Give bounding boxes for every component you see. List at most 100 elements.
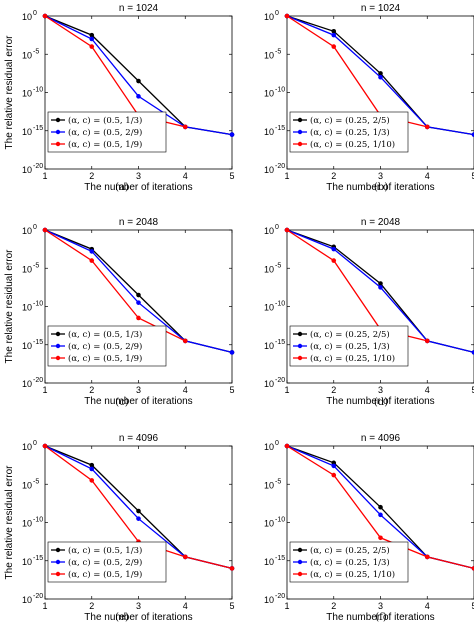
y-tick-label: 10 0 <box>22 440 37 452</box>
legend-entry: (α, c) = (0.5, 1/9) <box>51 569 142 580</box>
x-tick-label: 3 <box>378 385 383 395</box>
legend-entry: (α, c) = (0.25, 1/3) <box>293 341 390 352</box>
x-tick-label: 5 <box>229 385 234 395</box>
x-tick-label: 3 <box>378 171 383 181</box>
data-point <box>378 281 383 286</box>
legend-box <box>289 325 409 367</box>
y-tick-base: 10 <box>264 89 274 99</box>
x-tick-label: 4 <box>425 601 430 611</box>
y-tick-base: 10 <box>264 595 274 605</box>
data-point <box>229 350 235 355</box>
legend-label: (α, c) = (0.25, 2/5) <box>310 329 390 340</box>
y-tick-label: 10 -20 <box>22 163 43 175</box>
chart-title: n = 4096 <box>119 433 159 444</box>
x-tick-label: 2 <box>89 601 94 611</box>
y-tick-label: 10 -20 <box>22 593 43 605</box>
y-tick-base: 10 <box>22 165 32 175</box>
legend-marker <box>297 331 303 337</box>
x-tick-label: 4 <box>425 171 430 181</box>
legend: (α, c) = (0.5, 1/3)(α, c) = (0.5, 2/9)(α… <box>47 325 167 367</box>
panel-caption: (b) <box>374 182 388 193</box>
panel-caption: (e) <box>115 612 129 623</box>
data-point <box>331 44 337 49</box>
data-point <box>136 78 141 84</box>
y-tick-label: 10 -10 <box>22 301 43 313</box>
data-point <box>182 124 188 130</box>
y-tick-label: 10 0 <box>264 224 279 236</box>
legend-entry: (α, c) = (0.5, 1/9) <box>51 353 142 364</box>
y-tick-exponent: -15 <box>275 339 285 346</box>
y-tick-label: 10 -20 <box>264 377 285 389</box>
y-tick-label: 10 -15 <box>22 339 43 351</box>
y-axis-label: The relative residual error <box>4 249 15 364</box>
data-point <box>424 554 430 560</box>
y-tick-base: 10 <box>22 127 32 137</box>
y-tick-exponent: -15 <box>275 555 285 562</box>
legend-label: (α, c) = (0.5, 1/9) <box>68 353 142 364</box>
y-tick-label: 10 0 <box>264 440 279 452</box>
data-point <box>89 36 95 42</box>
data-point <box>229 566 235 571</box>
data-point <box>89 258 95 263</box>
data-point <box>89 466 95 472</box>
legend-marker <box>297 547 303 553</box>
legend-label: (α, c) = (0.5, 1/3) <box>68 115 142 126</box>
y-tick-exponent: -20 <box>275 377 285 384</box>
y-tick-base: 10 <box>22 519 32 529</box>
y-tick-base: 10 <box>22 50 32 60</box>
x-tick-label: 1 <box>42 385 47 395</box>
legend-entry: (α, c) = (0.5, 2/9) <box>51 127 142 138</box>
x-tick-label: 3 <box>136 385 141 395</box>
y-tick-base: 10 <box>264 442 274 452</box>
data-point <box>378 71 383 76</box>
x-tick-label: 1 <box>42 171 47 181</box>
y-tick-exponent: -5 <box>275 48 281 55</box>
y-tick-base: 10 <box>22 264 32 274</box>
y-tick-base: 10 <box>22 557 32 567</box>
legend-label: (α, c) = (0.5, 2/9) <box>68 341 142 352</box>
data-point <box>136 516 141 521</box>
data-point <box>378 285 383 290</box>
legend-label: (α, c) = (0.25, 2/5) <box>310 545 390 556</box>
x-axis-label: The number of iterations <box>326 182 434 193</box>
panel-caption: (f) <box>375 612 387 623</box>
x-axis-label: The number of iterations <box>84 396 192 407</box>
legend-marker <box>297 355 303 361</box>
y-tick-label: 10 -10 <box>22 87 43 99</box>
legend-marker <box>55 355 61 361</box>
y-tick-base: 10 <box>264 303 274 313</box>
legend-label: (α, c) = (0.5, 1/3) <box>68 329 142 340</box>
y-tick-exponent: -10 <box>275 517 285 524</box>
data-point <box>471 132 474 137</box>
y-tick-label: 10 -20 <box>264 593 285 605</box>
legend-marker <box>55 141 61 147</box>
x-tick-label: 3 <box>136 601 141 611</box>
data-point <box>42 443 48 449</box>
data-point <box>331 472 337 478</box>
y-tick-exponent: -20 <box>275 163 285 170</box>
y-axis-label: The relative residual error <box>4 465 15 580</box>
y-tick-exponent: -5 <box>33 262 39 269</box>
legend-entry: (α, c) = (0.25, 1/3) <box>293 557 390 568</box>
chart-title: n = 1024 <box>361 3 401 14</box>
x-axis-label: The number of iterations <box>326 612 434 623</box>
data-point <box>284 443 290 449</box>
y-tick-exponent: -20 <box>275 593 285 600</box>
series-3 <box>284 443 474 571</box>
legend-marker <box>55 559 61 565</box>
legend-label: (α, c) = (0.25, 1/3) <box>310 341 390 352</box>
x-tick-label: 4 <box>425 385 430 395</box>
y-tick-base: 10 <box>264 379 274 389</box>
legend-box <box>289 541 409 583</box>
y-tick-base: 10 <box>22 442 32 452</box>
y-tick-base: 10 <box>264 519 274 529</box>
y-tick-base: 10 <box>22 12 32 22</box>
y-tick-label: 10 -15 <box>22 555 43 567</box>
y-tick-base: 10 <box>264 341 274 351</box>
legend-marker <box>297 571 303 577</box>
y-tick-base: 10 <box>264 226 274 236</box>
x-tick-label: 5 <box>229 601 234 611</box>
legend-label: (α, c) = (0.25, 1/3) <box>310 557 390 568</box>
x-tick-label: 1 <box>284 171 289 181</box>
